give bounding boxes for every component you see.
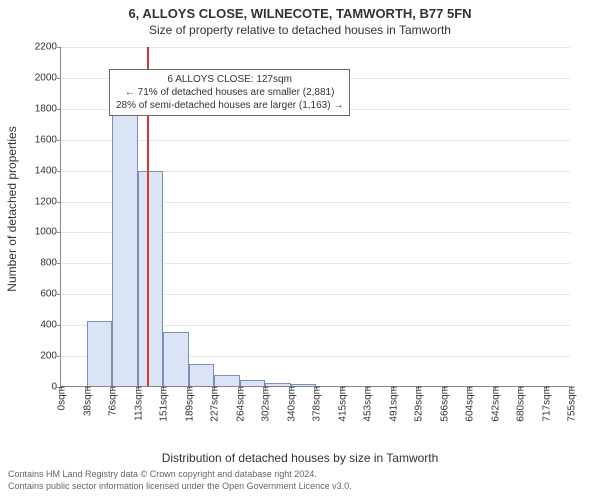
chart-container: Number of detached properties 0200400600… [0,39,600,447]
callout-title: 6 ALLOYS CLOSE: 127sqm [116,73,343,86]
x-tick-label: 378sqm [310,386,323,422]
gridline-horizontal [61,47,570,48]
histogram-bar [214,375,240,386]
chart-title-sub: Size of property relative to detached ho… [0,23,600,37]
x-tick-label: 113sqm [131,386,144,421]
chart-title-main: 6, ALLOYS CLOSE, WILNECOTE, TAMWORTH, B7… [0,6,600,21]
x-tick-label: 755sqm [565,386,578,422]
x-tick-label: 76sqm [106,386,119,416]
plot-area: 0200400600800100012001400160018002000220… [60,47,570,387]
y-tick-label: 600 [40,289,61,300]
footer-line-1: Contains HM Land Registry data © Crown c… [8,469,592,481]
y-axis-label: Number of detached properties [5,126,19,291]
callout-box: 6 ALLOYS CLOSE: 127sqm← 71% of detached … [109,69,350,116]
footer-line-2: Contains public sector information licen… [8,481,592,493]
x-tick-label: 642sqm [488,386,501,422]
histogram-bar [163,332,189,386]
callout-line: ← 71% of detached houses are smaller (2,… [116,86,343,99]
x-tick-label: 566sqm [437,386,450,422]
x-tick-label: 302sqm [259,386,272,422]
x-tick-label: 227sqm [208,386,221,422]
x-tick-label: 340sqm [284,386,297,422]
x-tick-label: 717sqm [539,386,552,422]
y-tick-label: 1600 [35,134,61,145]
y-tick-label: 1000 [35,227,61,238]
footer: Contains HM Land Registry data © Crown c… [0,465,600,492]
y-tick-label: 1200 [35,196,61,207]
x-tick-label: 529sqm [412,386,425,422]
y-tick-label: 400 [40,320,61,331]
x-axis-label: Distribution of detached houses by size … [0,451,600,465]
x-tick-label: 491sqm [386,386,399,422]
x-tick-label: 453sqm [361,386,374,422]
y-tick-label: 2000 [35,72,61,83]
histogram-bar [138,171,164,386]
x-tick-label: 264sqm [233,386,246,422]
x-tick-label: 38sqm [80,386,93,416]
y-tick-label: 1400 [35,165,61,176]
x-tick-label: 604sqm [463,386,476,422]
x-tick-label: 0sqm [55,386,68,410]
y-tick-label: 200 [40,351,61,362]
histogram-bar [112,108,138,386]
y-tick-label: 1800 [35,103,61,114]
x-tick-label: 151sqm [157,386,170,422]
y-tick-label: 2200 [35,42,61,53]
x-tick-label: 189sqm [182,386,195,422]
x-tick-label: 415sqm [335,386,348,422]
histogram-bar [189,364,215,386]
callout-line: 28% of semi-detached houses are larger (… [116,99,343,112]
y-tick-label: 800 [40,258,61,269]
histogram-bar [87,321,113,386]
x-tick-label: 680sqm [514,386,527,422]
